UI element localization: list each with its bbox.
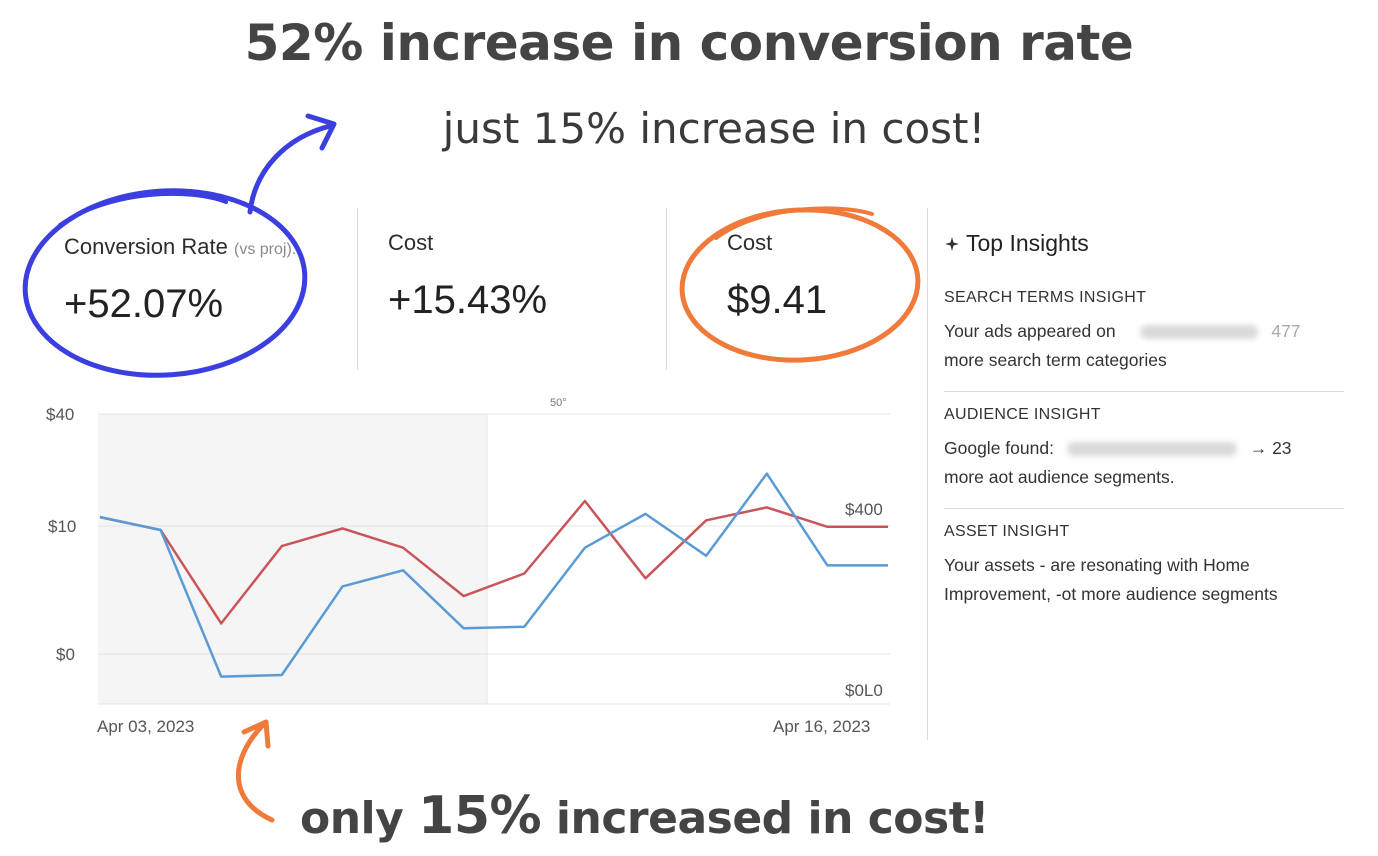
metric-value: $9.41 [727,278,828,322]
insight-text: Your ads appeared on [944,321,1116,341]
series-line-1 [99,472,888,678]
insight-asset[interactable]: ASSET INSIGHT Your assets - are resonati… [944,509,1344,625]
insight-value: 477 [1271,321,1301,341]
insight-text: more aot audience segments. [944,467,1175,487]
y-tick-label: $10 [48,517,76,536]
insight-heading: SEARCH TERMS INSIGHT [944,289,1147,306]
top-marker-label: 50° [550,397,567,409]
y-tick-label: $40 [46,405,74,424]
subline: just 15% increase in cost! [442,104,986,153]
metric-cost-change: Cost +15.43% [388,230,547,323]
metric-divider [357,208,358,370]
insight-search-terms[interactable]: SEARCH TERMS INSIGHT Your ads appeared o… [944,275,1344,392]
metric-value: +52.07% [64,282,224,326]
insight-heading: AUDIENCE INSIGHT [944,406,1101,423]
chart-shaded-region [98,414,487,704]
insights-title: Top Insights [966,230,1089,256]
y-tick-label: $0 [56,645,75,664]
x-tick-label: Apr 03, 2023 [97,717,194,736]
footer-caption: only 15% increased in cost! [300,786,989,846]
series-line-0 [99,499,888,625]
redacted-value [1066,442,1237,457]
blue-circle-tail [58,191,228,227]
insights-panel: Top Insights SEARCH TERMS INSIGHT Your a… [944,230,1344,625]
metric-cost: Cost $9.41 [727,230,827,323]
insight-text: Improvement, -ot more audience segments [944,584,1278,604]
cost-line-chart: $40 $10 $0 50° $400 $0L0 Apr 03, 2023 Ap… [46,397,890,736]
right-tick-label: $0L0 [845,681,883,700]
insight-text: more search term categories [944,350,1167,370]
insight-text: Your assets - are resonating with Home [944,555,1250,575]
footer-prefix: only [300,793,419,844]
metric-label: Cost [727,230,773,255]
redacted-value [1140,325,1259,340]
insight-value: → 23 [1249,438,1292,458]
metric-label: Cost [388,230,434,255]
x-tick-label: Apr 16, 2023 [773,717,870,736]
metric-note: (vs proj). [234,241,297,258]
panel-divider [927,208,928,740]
headline: 52% increase in conversion rate [244,14,1134,72]
metric-value: +15.43% [388,278,548,322]
right-tick-label: $400 [845,500,883,519]
insight-heading: ASSET INSIGHT [944,523,1070,540]
metric-label: Conversion Rate [64,234,228,259]
sparkle-icon [945,236,959,251]
metric-divider [666,208,667,370]
footer-highlight: 15% [418,786,542,846]
insight-audience[interactable]: AUDIENCE INSIGHT Google found: → 23 more… [944,392,1344,509]
metric-conversion-rate: Conversion Rate (vs proj). +52.07% [64,234,296,327]
footer-suffix: increased in cost! [541,793,989,844]
insight-text: Google found: [944,438,1054,458]
